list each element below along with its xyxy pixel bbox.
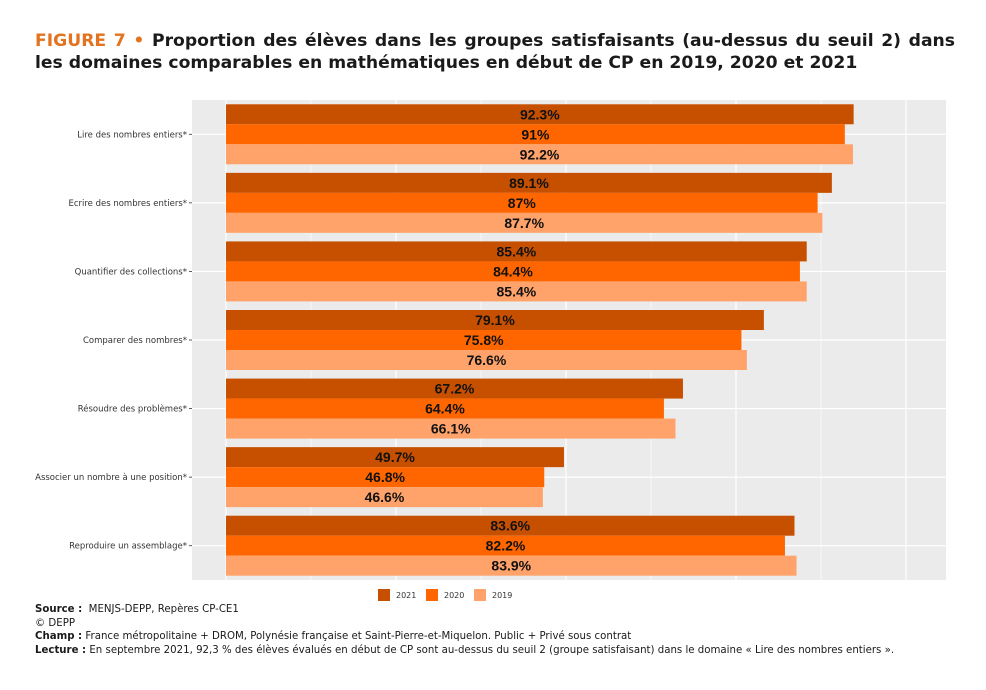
bar-2019 [226,487,543,508]
bar-2021 [226,241,807,262]
chart-title: FIGURE 7 • Proportion des élèves dans le… [35,30,955,74]
legend-swatch-2020 [426,589,438,601]
bar-2021 [226,378,683,399]
bar-2021 [226,447,564,468]
lecture-line: Lecture : En septembre 2021, 92,3 % des … [35,644,965,658]
source-text: MENJS-DEPP, Repères CP-CE1 [88,604,239,615]
lecture-text: En septembre 2021, 92,3 % des élèves éva… [89,644,895,656]
data-label: 64.4% [425,401,465,417]
bar-2020 [226,124,845,145]
bar-2021 [226,172,832,193]
data-label: 46.6% [365,489,405,505]
copyright-line: © DEPP [35,617,75,629]
bar-2020 [226,261,800,282]
bar-2021 [226,310,764,330]
bar-2020 [226,535,785,556]
title-text: Proportion des élèves dans les groupes s… [35,31,956,73]
bar-2019 [226,418,676,439]
source-line: Source : MENJS-DEPP, Repères CP-CE1 [35,603,965,617]
data-label: 82.2% [486,538,526,554]
chart-notes: Source : MENJS-DEPP, Repères CP-CE1 © DE… [35,603,965,657]
data-label: 83.6% [490,518,530,534]
bar-2019 [226,144,853,165]
data-label: 75.8% [464,332,504,348]
data-label: 79.1% [475,312,515,328]
data-label: 85.4% [497,283,537,299]
bar-2021 [226,515,795,536]
legend-label: 2019 [492,591,512,600]
legend-swatch-2021 [378,589,390,601]
lecture-label: Lecture : [35,644,87,656]
bar-2019 [226,350,747,370]
y-tick-label: Associer un nombre à une position* [35,473,187,483]
legend-label: 2020 [444,591,464,600]
legend-label: 2021 [396,591,416,600]
data-label: 49.7% [375,449,415,465]
bar-chart: Lire des nombres entiers* Ecrire des nomb… [35,100,946,601]
bar-2019 [226,555,797,576]
bar-2020 [226,398,664,419]
data-label: 76.6% [467,352,507,368]
y-tick-label: Comparer des nombres* [83,336,187,346]
y-tick-label: Reproduire un assemblage* [69,542,187,552]
data-label: 85.4% [497,243,537,259]
y-tick-label: Lire des nombres entiers* [77,130,187,140]
bar-2021 [226,104,854,125]
y-tick-label: Résoudre des problèmes* [78,404,187,415]
legend-swatch-2019 [474,589,486,601]
data-label: 87% [508,195,537,211]
figure-label: FIGURE 7 • [35,31,145,51]
bar-2020 [226,192,818,213]
bar-2020 [226,330,742,350]
data-label: 87.7% [504,215,544,231]
bar-2020 [226,467,545,488]
data-label: 66.1% [431,421,471,437]
champ-line: Champ : France métropolitaine + DROM, Po… [35,630,965,644]
data-label: 67.2% [435,381,475,397]
champ-text: France métropolitaine + DROM, Polynésie … [85,631,632,642]
data-label: 92.3% [520,106,560,122]
data-label: 84.4% [493,263,533,279]
data-label: 89.1% [509,175,549,191]
bar-2019 [226,212,823,233]
y-tick-label: Ecrire des nombres entiers* [68,199,187,209]
data-label: 92.2% [520,146,560,162]
source-label: Source : [35,604,83,615]
champ-label: Champ : [35,631,83,642]
y-tick-label: Quantifier des collections* [75,267,187,277]
data-label: 91% [521,126,550,142]
bar-2019 [226,281,807,302]
data-label: 46.8% [365,469,405,485]
data-label: 83.9% [491,558,531,574]
